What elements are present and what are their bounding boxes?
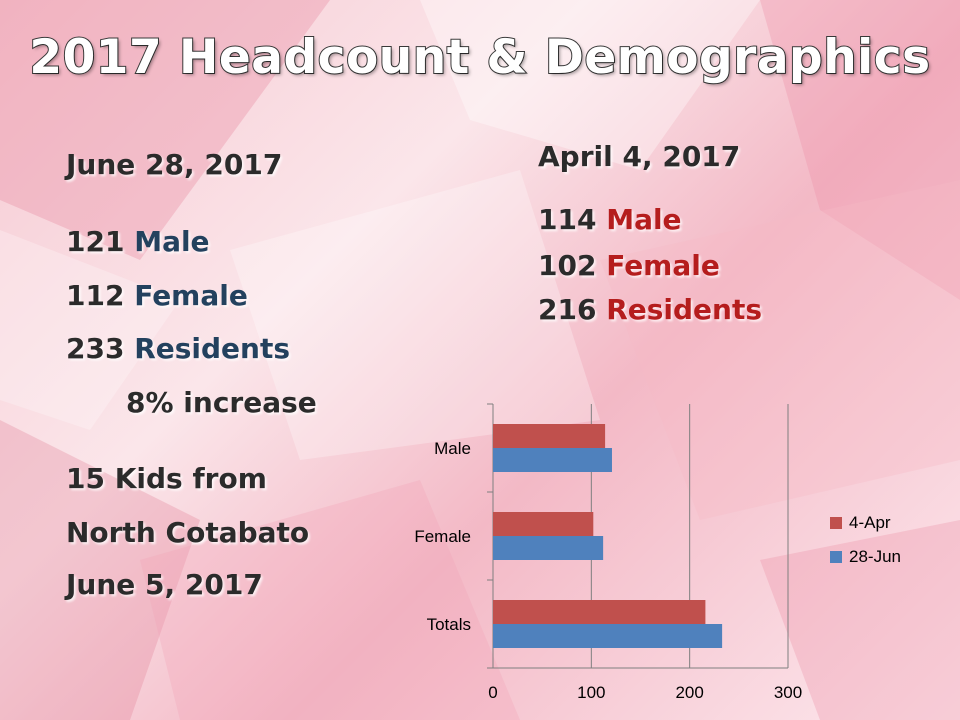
april-male-line: 114 Male <box>538 203 682 236</box>
june-female-count: 112 <box>66 279 125 312</box>
april-female-label: Female <box>606 249 720 282</box>
kids-line-3: June 5, 2017 <box>66 568 263 601</box>
june-female-line: 112 Female <box>66 279 248 312</box>
legend-swatch-28-jun <box>830 551 842 563</box>
june-male-line: 121 Male <box>66 225 210 258</box>
kids-line-1: 15 Kids from <box>66 462 267 495</box>
april-female-count: 102 <box>538 249 597 282</box>
category-label-female: Female <box>414 527 471 546</box>
april-date: April 4, 2017 <box>538 140 741 173</box>
category-label-totals: Totals <box>427 615 471 634</box>
headcount-bar-chart: 0 100 200 300 Male Female Totals 4-Apr 28-Jun <box>414 403 901 702</box>
slide-title: 2017 Headcount & Demographics <box>28 29 931 86</box>
x-tick-label-100: 100 <box>577 683 605 702</box>
bar-28-jun-totals <box>493 624 723 648</box>
x-tick-label-200: 200 <box>675 683 703 702</box>
increase-note: 8% increase <box>126 386 317 419</box>
legend-swatch-4-apr <box>830 517 842 529</box>
bar-4-apr-totals <box>493 600 706 624</box>
bar-28-jun-male <box>493 448 612 472</box>
legend-label-4-apr: 4-Apr <box>849 513 891 532</box>
bar-4-apr-female <box>493 512 594 536</box>
june-residents-line: 233 Residents <box>66 332 290 365</box>
april-female-line: 102 Female <box>538 249 720 282</box>
april-residents-label: Residents <box>606 293 763 326</box>
april-residents-line: 216 Residents <box>538 293 762 326</box>
kids-line-2: North Cotabato <box>66 516 310 549</box>
june-residents-label: Residents <box>134 332 291 365</box>
x-tick-label-0: 0 <box>488 683 497 702</box>
april-male-label: Male <box>606 203 682 236</box>
april-residents-count: 216 <box>538 293 597 326</box>
june-male-label: Male <box>134 225 210 258</box>
x-tick-label-300: 300 <box>774 683 802 702</box>
april-male-count: 114 <box>538 203 597 236</box>
bar-28-jun-female <box>493 536 604 560</box>
june-date: June 28, 2017 <box>66 148 283 181</box>
june-female-label: Female <box>134 279 248 312</box>
june-male-count: 121 <box>66 225 125 258</box>
legend-label-28-jun: 28-Jun <box>849 547 901 566</box>
category-label-male: Male <box>434 439 471 458</box>
bar-4-apr-male <box>493 424 606 448</box>
june-residents-count: 233 <box>66 332 125 365</box>
